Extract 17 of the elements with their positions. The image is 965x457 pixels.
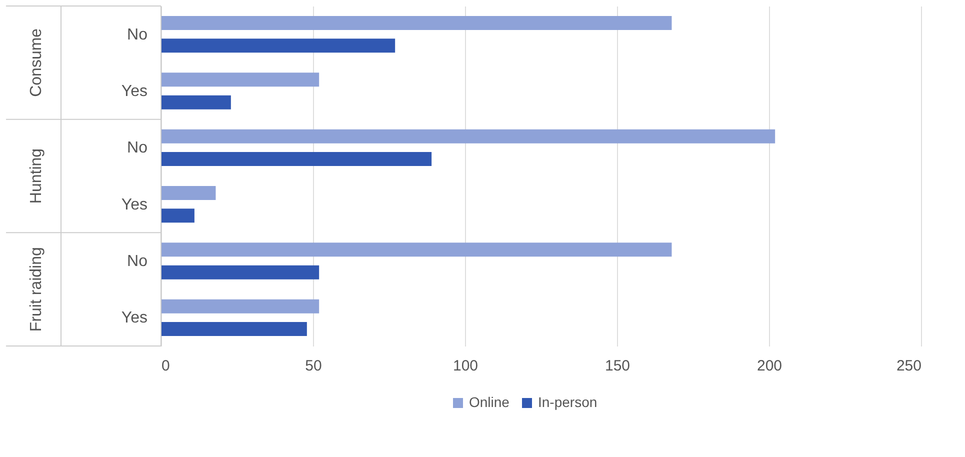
y-tick-label: No (127, 140, 148, 157)
y-tick-label: Yes (121, 196, 148, 214)
y-tick-label: Yes (121, 310, 148, 327)
y-tick-label: No (127, 26, 148, 44)
x-tick-label: 100 (452, 358, 478, 374)
x-tick-label: 250 (896, 358, 922, 374)
x-tick-label: 150 (604, 358, 630, 374)
x-tick-label: 50 (305, 358, 322, 374)
x-tick-label: 200 (756, 358, 782, 374)
text: Fruit raiding (28, 247, 45, 332)
legend-label: Online (469, 394, 510, 410)
legend-label: In-person (538, 394, 598, 410)
y-tick-label: Yes (121, 83, 148, 100)
x-tick-label: 0 (162, 358, 170, 374)
y-tick-label: No (127, 253, 148, 270)
text: Consume (28, 28, 45, 97)
text: Hunting (28, 148, 45, 204)
